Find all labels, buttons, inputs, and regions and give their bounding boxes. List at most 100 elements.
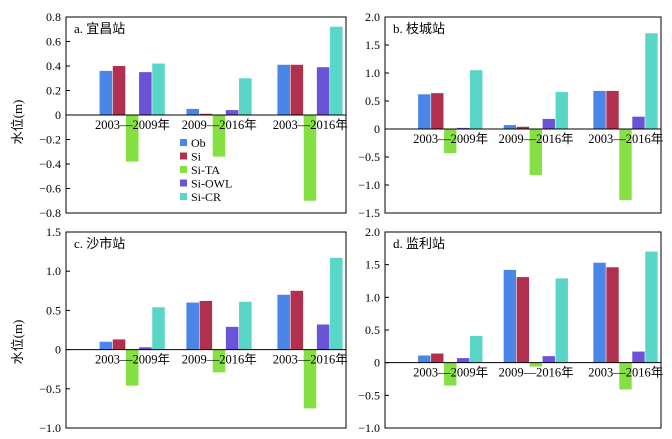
bar-si-owl <box>632 116 645 129</box>
y-tick-label: 1.0 <box>365 290 380 304</box>
category-label: 2003—2009年 <box>413 132 488 146</box>
bar-si <box>516 126 530 129</box>
bar-si-cr <box>555 278 568 363</box>
y-tick-label: 1.5 <box>365 38 380 52</box>
y-tick-label: 0 <box>55 108 61 122</box>
y-tick-label: 0 <box>374 356 380 370</box>
bar-si <box>290 64 304 115</box>
y-tick-label: −1.5 <box>358 206 380 220</box>
bar-si <box>431 93 444 129</box>
bar-si-owl <box>225 326 239 350</box>
panel-3: −1.0 −0.5 0 0.5 1.0 1.5 2003—2009年 2009—2016年 20… <box>39 225 348 435</box>
bar-si-ta <box>444 129 457 154</box>
category-label: 2003—2016年 <box>588 366 663 380</box>
category-label: 2003—2009年 <box>413 366 488 380</box>
legend-swatch-ob <box>180 139 187 146</box>
bar-si-ta <box>303 349 317 409</box>
bar-si-cr <box>470 335 483 363</box>
y-tick-label: −0.5 <box>39 382 61 396</box>
y-tick-label: 1.5 <box>46 225 61 239</box>
category-label: 2009—2016年 <box>182 353 257 367</box>
y-tick-label: 0 <box>374 122 380 136</box>
bar-si-cr <box>470 70 483 129</box>
panel-2: −1.5 −1.0 −0.5 0 0.5 1.0 1.5 2.0 2003—2009年 2009—… <box>358 10 663 220</box>
bar-si-ta <box>212 349 226 373</box>
legend-label: Si-CR <box>191 190 221 204</box>
y-tick-label: 0.5 <box>46 303 61 317</box>
bar-si-owl <box>316 324 330 350</box>
plot-frame <box>384 16 662 214</box>
category-label: 2009—2016年 <box>499 366 574 380</box>
bar-ob <box>418 355 431 363</box>
legend-swatch-si-owl <box>180 179 187 187</box>
y-tick-label: 1.0 <box>46 264 61 278</box>
bar-si-ta <box>303 115 317 201</box>
y-tick-label: 0.2 <box>46 84 61 98</box>
legend-label: Si-OWL <box>191 177 232 191</box>
bar-ob <box>186 302 199 350</box>
category-label: 2003—2016年 <box>273 118 348 132</box>
bar-si-cr <box>152 307 165 350</box>
y-tick-label: 2.0 <box>365 225 380 239</box>
y-tick-label: −1.0 <box>358 178 380 192</box>
panel-title: b. 枝城站 <box>393 21 445 36</box>
category-label: 2009—2016年 <box>499 132 574 146</box>
bar-ob <box>186 108 199 116</box>
y-tick-label: 0.8 <box>46 10 61 24</box>
y-tick-label: 2.0 <box>365 10 380 24</box>
panel-title: d. 监利站 <box>393 236 445 251</box>
bar-si-ta <box>125 115 139 162</box>
bar-si-owl <box>542 356 555 363</box>
bar-si <box>431 353 444 363</box>
panels-group: −0.8 −0.6 −0.4 −0.2 0 0.2 0.4 0.6 0.8 2003—2009年 2… <box>39 10 663 435</box>
legend-label: Si <box>191 150 202 164</box>
bar-si-owl <box>139 72 152 116</box>
bar-si-cr <box>152 63 165 115</box>
category-label: 2003—2009年 <box>95 118 170 132</box>
bar-si-ta <box>212 115 226 157</box>
bar-si <box>606 90 619 129</box>
bar-ob <box>277 64 290 115</box>
y-tick-label: −1.0 <box>358 421 380 435</box>
bar-ob <box>593 262 606 363</box>
bar-si-ta <box>619 129 632 201</box>
bar-ob <box>503 269 517 363</box>
y-tick-label: −0.5 <box>358 388 380 402</box>
bar-si-owl <box>632 351 645 363</box>
ylabel-bottom: 水位(m) <box>10 320 25 365</box>
bar-si-owl <box>542 118 555 129</box>
bar-si-cr <box>239 78 252 115</box>
bar-si <box>516 277 530 363</box>
bar-si-owl <box>139 347 152 350</box>
bar-si <box>606 267 619 363</box>
y-tick-label: 0 <box>55 343 61 357</box>
bar-si-owl <box>457 127 470 129</box>
bar-si-ta <box>529 129 542 175</box>
bar-si <box>290 290 304 350</box>
category-label: 2003—2016年 <box>273 353 348 367</box>
y-tick-label: −0.4 <box>39 157 61 171</box>
y-tick-label: −0.8 <box>39 206 61 220</box>
plot-frame <box>65 231 347 429</box>
y-tick-label: 0.5 <box>365 94 380 108</box>
bar-si <box>112 66 126 115</box>
y-tick-label: −0.5 <box>358 150 380 164</box>
bar-si-cr <box>239 301 252 350</box>
y-tick-label: 1.5 <box>365 258 380 272</box>
panel-title: a. 宜昌站 <box>74 21 125 36</box>
legend-swatch-si-cr <box>180 193 187 200</box>
legend-swatch-si <box>180 152 187 160</box>
y-tick-label: 0.5 <box>365 323 380 337</box>
panel-title: c. 沙市站 <box>74 236 125 251</box>
bar-si-ta <box>529 362 542 367</box>
bar-si <box>199 300 213 350</box>
bar-si <box>112 339 126 350</box>
bar-ob <box>503 125 517 129</box>
bar-si-cr <box>330 26 343 115</box>
bar-si-cr <box>555 92 568 129</box>
bar-si-owl <box>316 67 330 115</box>
y-tick-label: −1.0 <box>39 421 61 435</box>
bar-ob <box>99 70 113 115</box>
panel-4: −1.0 −0.5 0 0.5 1.0 1.5 2.0 2003—2009年 2009—2016… <box>358 225 663 435</box>
